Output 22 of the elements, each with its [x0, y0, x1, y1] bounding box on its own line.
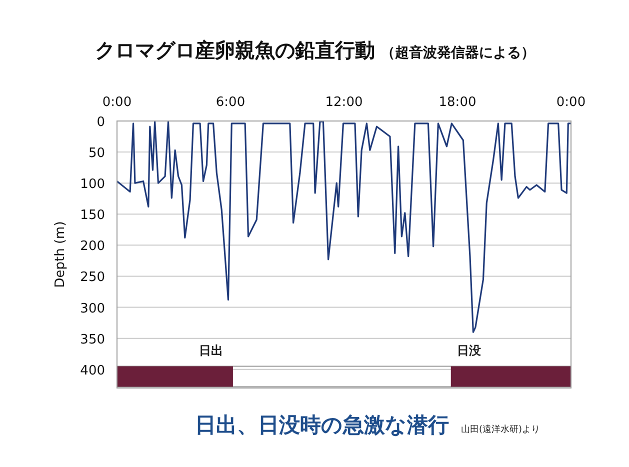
y-tick-label: 350 [80, 332, 105, 348]
band-label: 日出 [198, 343, 223, 358]
x-tick-label: 6:00 [216, 95, 246, 110]
y-tick-label: 150 [80, 208, 105, 224]
chart-subtitle: （超音波発信器による） [381, 44, 535, 61]
y-axis-title: Depth (m) [53, 221, 68, 288]
y-tick-label: 200 [80, 239, 105, 254]
y-tick-label: 50 [88, 146, 105, 162]
text: 山田(遠洋水研)より [461, 424, 540, 435]
y-tick-label: 250 [80, 270, 105, 286]
y-tick-label: 100 [80, 177, 105, 192]
text: 日出、日没時の急激な潜行 [195, 413, 449, 437]
chart-title: クロマグロ産卵親魚の鉛直行動 [95, 38, 375, 62]
y-tick-label: 300 [80, 301, 105, 316]
x-tick-label: 0:00 [102, 95, 132, 110]
y-tick-label: 400 [80, 363, 105, 378]
y-tick-label: 0 [96, 115, 105, 130]
x-tick-label: 18:00 [438, 95, 476, 110]
line-series [116, 120, 572, 333]
x-tick-label: 12:00 [325, 95, 363, 110]
band-label: 日没 [456, 343, 482, 358]
x-tick-label: 0:00 [556, 95, 586, 110]
